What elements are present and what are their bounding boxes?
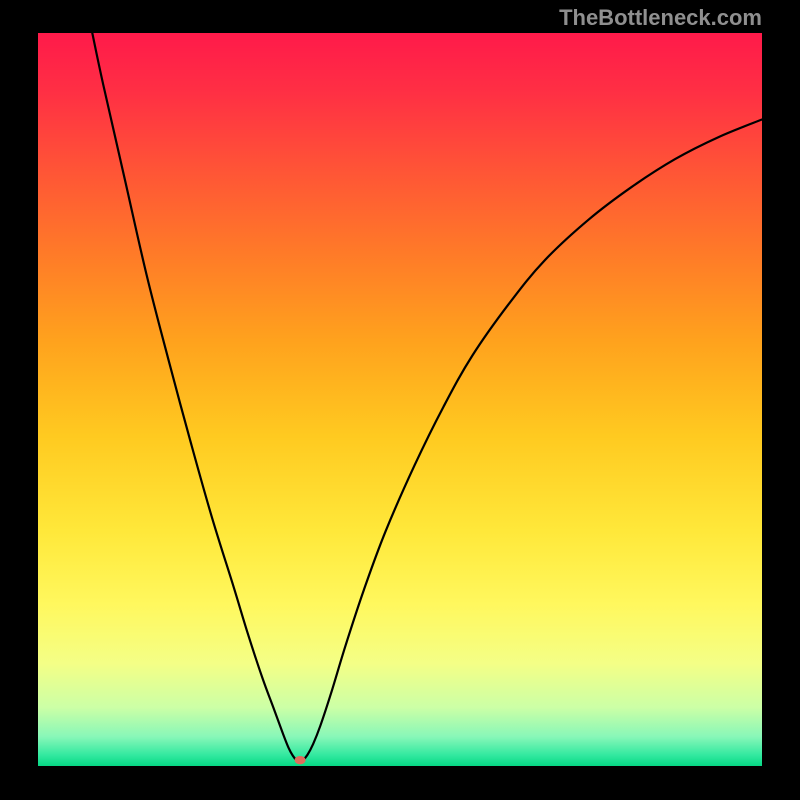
watermark-text: TheBottleneck.com xyxy=(559,5,762,31)
plot-area xyxy=(38,33,762,766)
optimal-point-marker xyxy=(295,756,306,764)
bottleneck-curve-left xyxy=(92,33,299,762)
bottleneck-curve-layer xyxy=(38,33,762,766)
chart-container: TheBottleneck.com xyxy=(0,0,800,800)
bottleneck-curve-right xyxy=(299,119,762,761)
